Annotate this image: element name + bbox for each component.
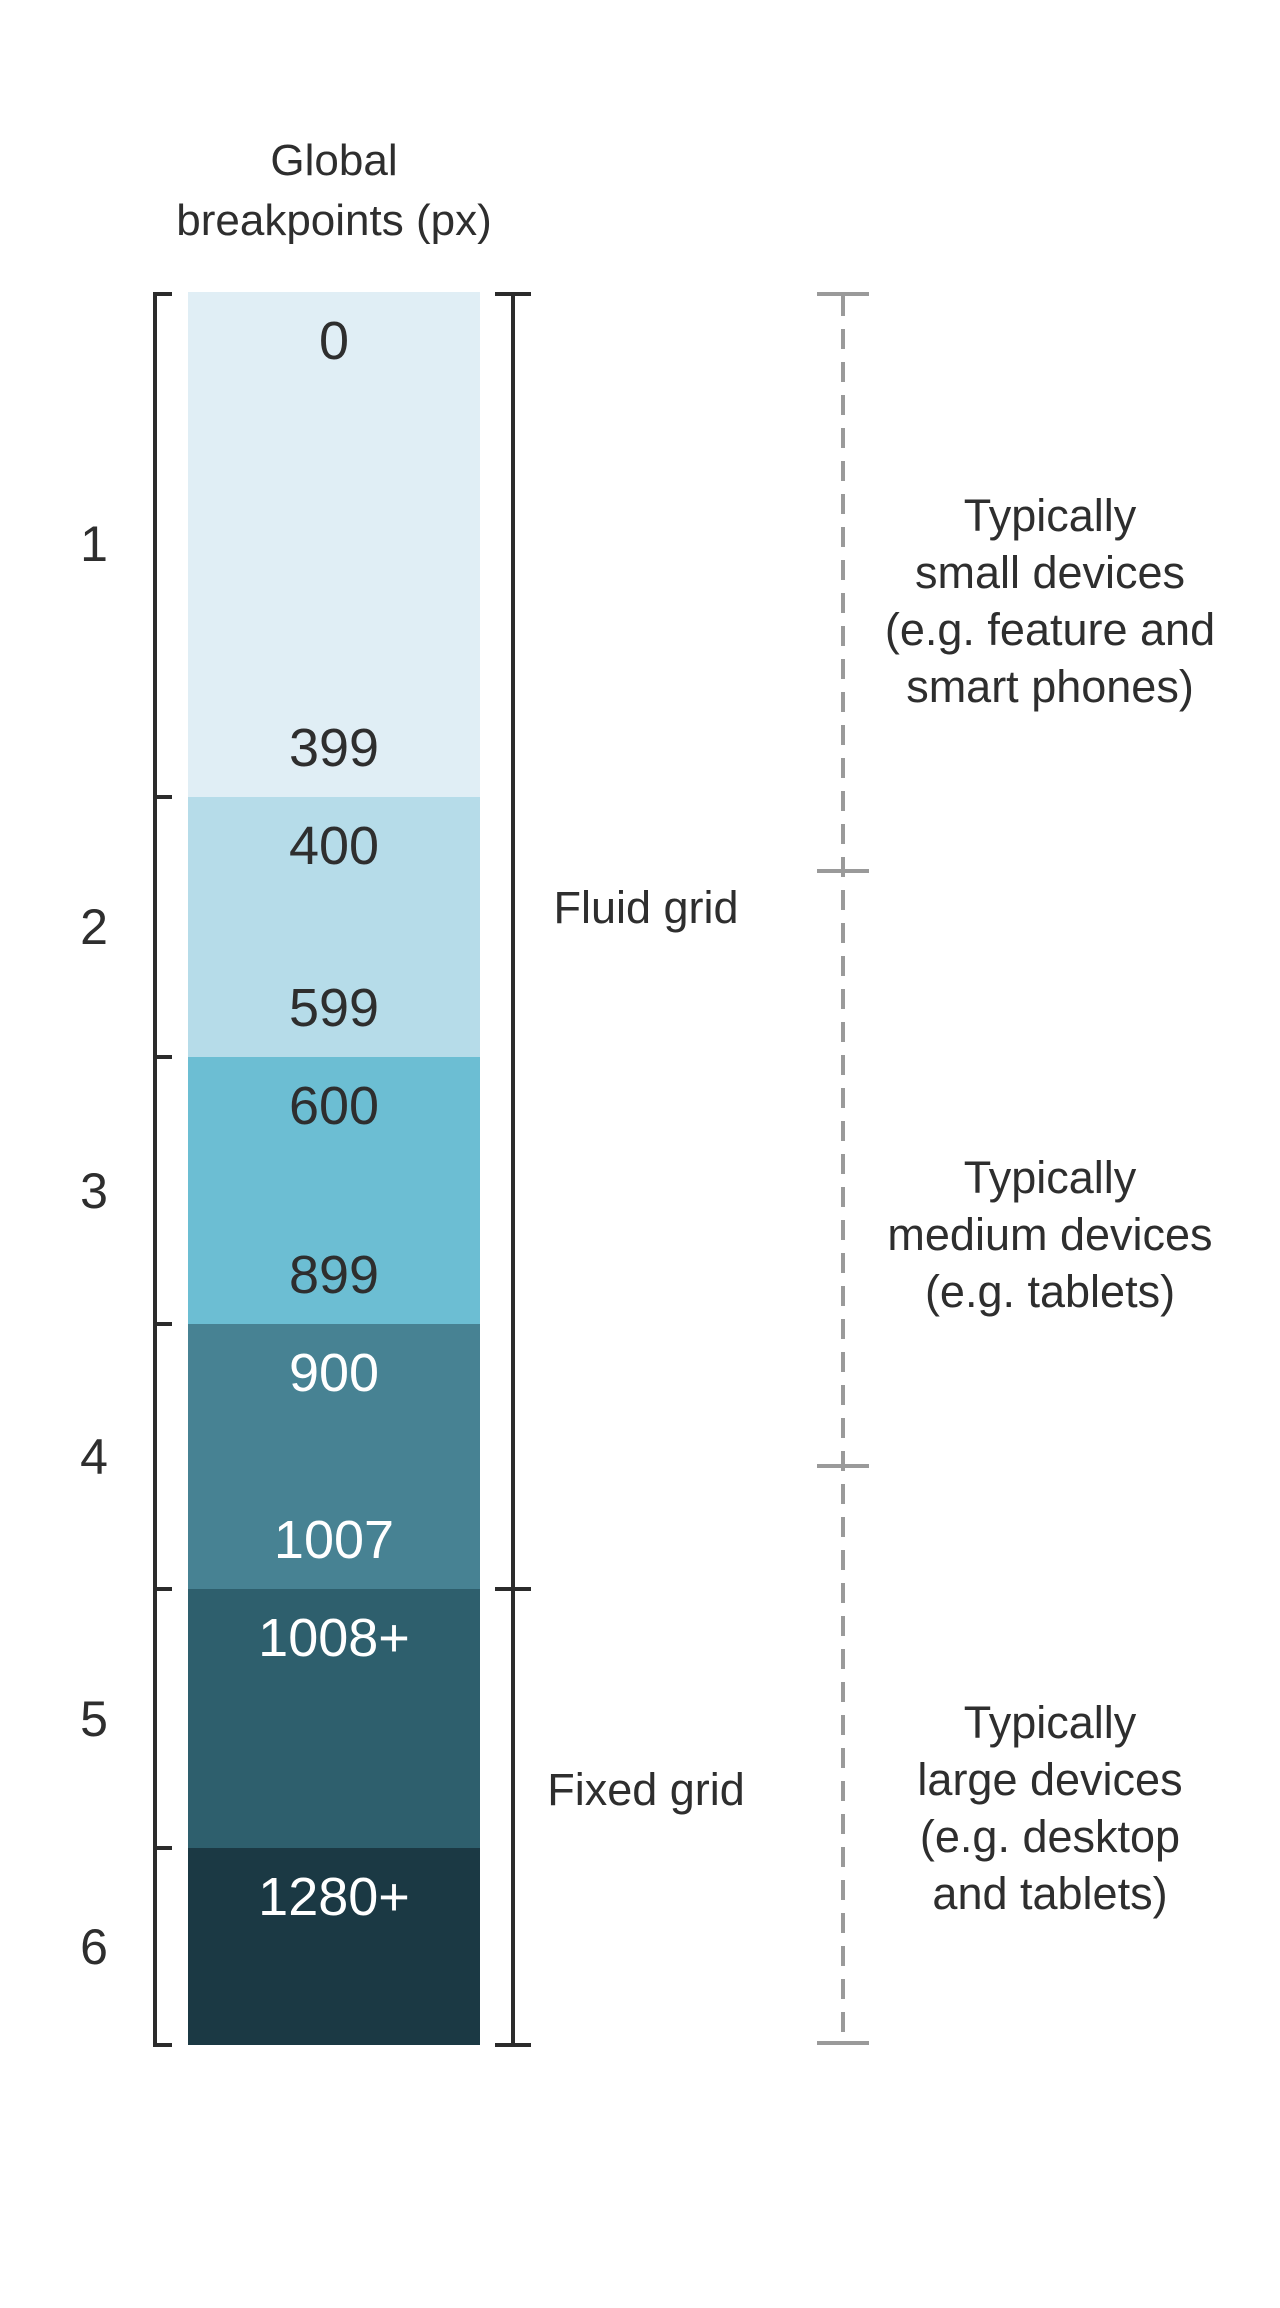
- segment-start-value: 600: [288, 1076, 380, 1136]
- device-note-line: (e.g. feature and: [884, 604, 1216, 655]
- breakpoint-index-5: 5: [80, 1691, 108, 1747]
- fluid-grid-label: Fluid grid: [553, 882, 739, 933]
- left-bracket-tick-1280: [155, 1846, 172, 1850]
- segment-start-value: 1280+: [258, 1867, 410, 1927]
- bar-segment-900-1007: 900 1007: [188, 1324, 480, 1589]
- device-guide-dashed-line: [841, 296, 845, 2041]
- segment-end-value: 1007: [273, 1510, 395, 1570]
- device-note-medium: Typically medium devices (e.g. tablets): [810, 1149, 1280, 1320]
- segment-start-value: 1008+: [258, 1608, 410, 1668]
- fixed-grid-label: Fixed grid: [547, 1764, 745, 1815]
- breakpoint-bar: 0 399 400 599 600 899 900 1007 1008+ 128…: [188, 292, 480, 2045]
- device-note-line: Typically: [963, 1152, 1137, 1203]
- left-bracket-line: [153, 292, 157, 2047]
- left-bracket-tick-400: [155, 795, 172, 799]
- diagram-title-line2: breakpoints (px): [176, 196, 492, 245]
- device-note-line: Typically: [963, 1697, 1137, 1748]
- diagram-title: Global breakpoints (px): [134, 131, 534, 251]
- segment-start-value: 400: [288, 816, 380, 876]
- bar-segment-0-399: 0 399: [188, 292, 480, 797]
- segment-start-value: 0: [318, 311, 350, 371]
- bar-segment-1008-plus: 1008+: [188, 1589, 480, 1848]
- device-note-line: (e.g. tablets): [924, 1266, 1176, 1317]
- diagram-title-line1: Global: [270, 136, 398, 185]
- device-note-line: medium devices: [887, 1209, 1213, 1260]
- device-note-line: (e.g. desktop: [919, 1811, 1181, 1862]
- device-guide-tick-medium-large: [817, 1464, 869, 1468]
- breakpoint-index-6: 6: [80, 1919, 108, 1975]
- device-guide-cap-top: [817, 292, 869, 296]
- grid-bracket-tick-divider: [495, 1587, 531, 1591]
- left-bracket-cap-top: [155, 292, 172, 296]
- segment-start-value: 900: [288, 1343, 380, 1403]
- segment-end-value: 399: [288, 718, 380, 778]
- device-note-small: Typically small devices (e.g. feature an…: [810, 487, 1280, 715]
- bar-segment-600-899: 600 899: [188, 1057, 480, 1324]
- breakpoint-index-3: 3: [80, 1163, 108, 1219]
- grid-bracket-cap-top: [495, 292, 531, 296]
- bar-segment-400-599: 400 599: [188, 797, 480, 1057]
- device-note-line: and tablets): [932, 1868, 1168, 1919]
- segment-end-value: 599: [288, 978, 380, 1038]
- breakpoint-index-2: 2: [80, 899, 108, 955]
- left-bracket-cap-bottom: [155, 2043, 172, 2047]
- device-note-line: small devices: [914, 547, 1186, 598]
- device-guide-tick-small-medium: [817, 869, 869, 873]
- segment-end-value: 899: [288, 1245, 380, 1305]
- grid-bracket-cap-bottom: [495, 2043, 531, 2047]
- device-note-line: large devices: [917, 1754, 1183, 1805]
- device-note-line: Typically: [963, 490, 1137, 541]
- device-note-large: Typically large devices (e.g. desktop an…: [810, 1694, 1280, 1922]
- grid-bracket-line: [511, 292, 515, 2047]
- device-guide-cap-bottom: [817, 2041, 869, 2045]
- breakpoint-index-4: 4: [80, 1429, 108, 1485]
- bar-segment-1280-plus: 1280+: [188, 1848, 480, 2045]
- left-bracket-tick-600: [155, 1055, 172, 1059]
- device-note-line: smart phones): [906, 661, 1194, 712]
- breakpoint-index-1: 1: [80, 516, 108, 572]
- left-bracket-tick-1008: [155, 1587, 172, 1591]
- left-bracket-tick-900: [155, 1322, 172, 1326]
